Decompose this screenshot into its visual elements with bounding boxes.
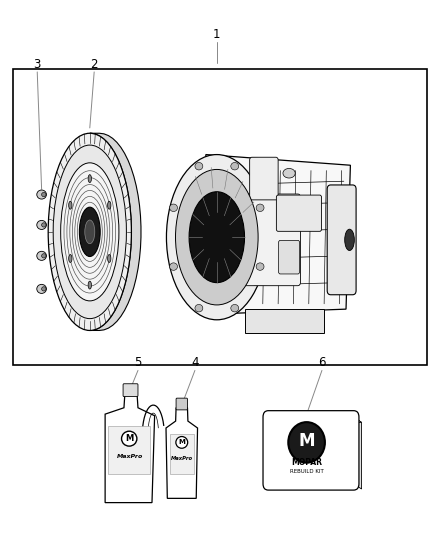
Ellipse shape [88, 175, 92, 183]
Polygon shape [354, 417, 362, 489]
Text: M: M [298, 432, 315, 450]
FancyBboxPatch shape [170, 434, 194, 474]
Ellipse shape [256, 263, 264, 270]
Text: 5: 5 [134, 357, 141, 369]
Ellipse shape [42, 254, 46, 258]
Ellipse shape [170, 263, 177, 270]
Ellipse shape [256, 204, 264, 212]
Polygon shape [245, 309, 324, 333]
Ellipse shape [231, 304, 239, 312]
FancyBboxPatch shape [250, 157, 278, 200]
Polygon shape [268, 417, 362, 422]
Ellipse shape [37, 190, 46, 199]
FancyBboxPatch shape [123, 384, 138, 397]
Text: 1: 1 [213, 28, 221, 41]
Polygon shape [166, 408, 198, 498]
Ellipse shape [42, 287, 46, 291]
Ellipse shape [170, 204, 177, 212]
Ellipse shape [60, 163, 119, 301]
Ellipse shape [108, 255, 111, 262]
Ellipse shape [85, 220, 95, 244]
Ellipse shape [48, 133, 131, 330]
Ellipse shape [108, 201, 111, 209]
Ellipse shape [69, 255, 72, 262]
Polygon shape [90, 133, 141, 330]
Ellipse shape [231, 163, 239, 170]
Ellipse shape [189, 192, 244, 282]
Ellipse shape [345, 229, 354, 251]
FancyBboxPatch shape [176, 398, 187, 410]
FancyBboxPatch shape [327, 185, 356, 295]
Ellipse shape [176, 437, 187, 448]
Polygon shape [201, 155, 350, 314]
Text: MaxPro: MaxPro [171, 456, 193, 461]
Ellipse shape [195, 304, 203, 312]
Ellipse shape [42, 192, 46, 197]
Text: 4: 4 [191, 357, 199, 369]
Ellipse shape [195, 163, 203, 170]
Ellipse shape [166, 155, 267, 320]
Text: MOPAR: MOPAR [291, 458, 322, 466]
FancyBboxPatch shape [238, 194, 300, 286]
Text: MaxPro: MaxPro [117, 454, 143, 459]
Ellipse shape [42, 223, 46, 227]
Ellipse shape [288, 422, 325, 463]
Ellipse shape [37, 221, 46, 230]
FancyBboxPatch shape [276, 195, 321, 231]
Ellipse shape [79, 207, 100, 256]
FancyBboxPatch shape [263, 410, 359, 490]
Ellipse shape [176, 169, 258, 305]
Text: 6: 6 [318, 357, 326, 369]
Ellipse shape [121, 431, 137, 446]
Ellipse shape [37, 251, 46, 260]
Ellipse shape [37, 285, 46, 293]
FancyBboxPatch shape [279, 240, 300, 274]
FancyBboxPatch shape [108, 426, 150, 474]
Ellipse shape [69, 201, 72, 209]
Polygon shape [105, 394, 155, 503]
Text: 2: 2 [90, 58, 98, 71]
Text: M: M [178, 439, 185, 445]
Ellipse shape [53, 145, 127, 319]
Ellipse shape [283, 168, 295, 178]
FancyBboxPatch shape [13, 69, 427, 365]
Ellipse shape [88, 281, 92, 289]
Text: M: M [125, 434, 133, 442]
Text: 3: 3 [34, 58, 41, 71]
Text: REBUILD KIT: REBUILD KIT [290, 469, 324, 474]
